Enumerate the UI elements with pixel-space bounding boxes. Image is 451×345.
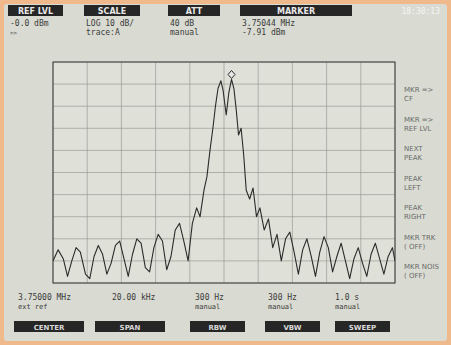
softkey-label: PEAK [404,154,422,162]
footer-value: 300 Hz [195,293,224,302]
footer-button-label: RBW [208,324,226,332]
footer-button[interactable] [190,321,245,332]
clock: 18:30:13 [401,7,440,16]
header-title: MARKER [277,7,315,16]
softkey-label: NEXT [404,145,423,153]
grid-line-y [53,216,395,217]
header-box [168,5,220,16]
softkey-label: REF LVL [404,125,431,133]
screen-photo: REF LVL -0.0 dBm>> SCALE LOG 10 dB/trace:A A… [0,0,451,345]
softkey-label: LEFT [404,184,421,192]
softkey-label: PEAK [404,204,422,212]
trace [53,79,395,278]
footer-button[interactable] [335,321,390,332]
plot-frame [53,62,395,283]
softkey-label: MKR NOIS [404,263,440,271]
footer-value: manual [195,303,220,311]
footer-button[interactable] [265,321,320,332]
screen [4,4,447,341]
header-box [84,5,140,16]
softkey-label: ( OFF) [404,243,426,251]
grid-line-y [53,106,395,107]
grid-line-y [53,150,395,151]
grid-line-y [53,238,395,239]
plot [53,62,395,283]
header-title: SCALE [98,7,126,16]
header-value: 40 dB [170,19,194,28]
softkey-label: MKR => [404,86,434,94]
softkey-label: ( OFF) [404,272,426,280]
header-value: trace:A [86,28,120,37]
grid-line-y [53,128,395,129]
footer-button-label: SWEEP [349,324,376,332]
footer-value: ext ref [18,303,48,311]
header-box [8,5,63,16]
footer-button-label: SPAN [120,324,141,332]
footer-value: 20.00 kHz [112,293,156,302]
footer-value: manual [268,303,293,311]
footer-value: 300 Hz [268,293,297,302]
footer-button-label: CENTER [34,324,65,332]
grid-line-y [53,84,395,85]
header-value: 3.75044 MHz [242,19,295,28]
marker [228,70,235,78]
grid-line-y [53,172,395,173]
plot-area [53,62,395,283]
header-title: REF LVL [18,7,53,16]
softkey-label: MKR TRK [404,234,436,242]
footer-button[interactable] [14,321,84,332]
softkey-label: RIGHT [404,213,427,221]
header-value: >> [10,29,18,36]
header-value: -0.0 dBm [10,19,49,28]
softkey-label: MKR => [404,116,434,124]
softkey-label: PEAK [404,175,422,183]
footer-value: manual [335,303,360,311]
header-value: manual [170,28,199,37]
softkey-label: CF [404,95,413,103]
data-group [53,70,395,278]
header-value: LOG 10 dB/ [86,19,134,28]
photo-border [0,0,451,345]
header-box [240,5,352,16]
header-value: -7.91 dBm [242,28,286,37]
footer-value: 1.0 s [335,293,359,302]
footer-button[interactable] [95,321,165,332]
grid-line-y [53,194,395,195]
header-title: ATT [186,7,203,16]
footer-value: 3.75000 MHz [18,293,71,302]
footer-button-label: VBW [283,324,301,332]
